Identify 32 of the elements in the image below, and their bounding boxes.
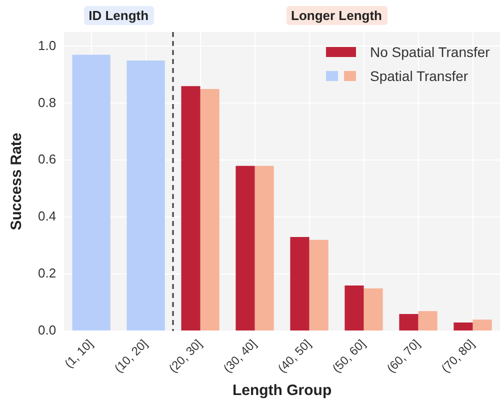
text: ID Length [84, 6, 154, 25]
bar [181, 86, 200, 331]
bar [290, 237, 310, 331]
x-tick-label: (40, 50] [275, 336, 314, 376]
bar [344, 285, 364, 331]
x-tick-label: (20, 30] [166, 336, 205, 376]
bar [399, 314, 418, 331]
bar [472, 320, 492, 331]
legend-label: No Spatial Transfer [370, 44, 490, 60]
x-tick-label: (10, 20] [112, 336, 150, 376]
y-tick-label: 0.0 [38, 322, 56, 338]
text: Longer Length [286, 6, 388, 25]
bar [309, 240, 328, 331]
x-axis-title: Length Group [232, 382, 332, 400]
x-tick-label: (30, 40] [220, 336, 260, 376]
bar [364, 288, 383, 331]
y-axis-title: Success Rate [8, 132, 26, 230]
x-tick-label: (60, 70] [384, 336, 423, 376]
x-tick-label: (50, 60] [330, 336, 368, 376]
y-tick-label: 1.0 [38, 38, 56, 53]
bar [236, 166, 255, 331]
y-tick-label: 0.6 [38, 152, 56, 167]
x-tick-label: (1, 10] [62, 336, 96, 371]
y-tick-label: 0.2 [38, 266, 56, 281]
y-tick-label: 0.4 [38, 208, 56, 224]
x-tick-label: (70, 80] [438, 336, 478, 376]
legend-label: Spatial Transfer [370, 68, 468, 84]
y-tick-label: 0.8 [38, 94, 56, 110]
bar [454, 322, 473, 331]
bar [200, 88, 220, 331]
bar [418, 311, 438, 331]
bar [254, 166, 274, 331]
